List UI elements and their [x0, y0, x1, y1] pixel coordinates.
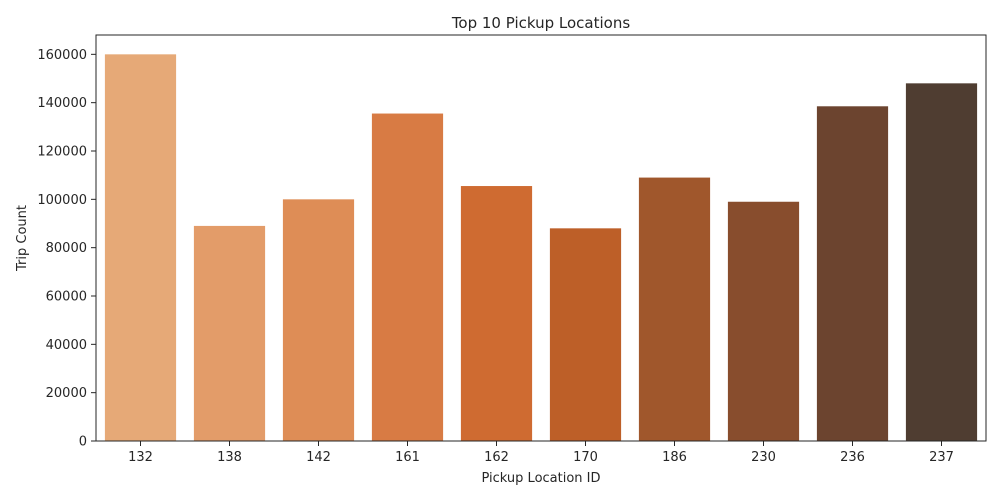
y-tick-label: 20000 — [46, 386, 87, 401]
y-tick-label: 140000 — [37, 96, 87, 111]
x-tick-label: 162 — [484, 450, 509, 465]
x-tick-label: 186 — [662, 450, 687, 465]
bar-162 — [460, 186, 533, 441]
x-tick-label: 142 — [306, 450, 331, 465]
x-tick-label: 132 — [128, 450, 153, 465]
bar-237 — [905, 83, 978, 441]
bar-138 — [193, 225, 266, 441]
y-tick-label: 120000 — [37, 145, 87, 160]
bar-142 — [282, 199, 355, 441]
plot-frame — [95, 34, 987, 442]
bar-230 — [727, 201, 800, 441]
y-axis: 0 20000 40000 60000 80000 100000 120000 140000 1… — [37, 48, 96, 450]
y-axis-label: Trip Count — [15, 205, 30, 272]
y-tick-label: 40000 — [46, 338, 87, 353]
x-tick-label: 161 — [395, 450, 420, 465]
y-tick-label: 80000 — [46, 241, 87, 256]
x-tick-label: 236 — [840, 450, 865, 465]
x-tick-label: 138 — [217, 450, 242, 465]
x-tick-label: 237 — [929, 450, 954, 465]
y-tick-label: 100000 — [37, 193, 87, 208]
y-tick-label: 0 — [79, 435, 87, 450]
bar-132 — [104, 54, 177, 441]
bar-236 — [816, 106, 889, 442]
bar-170 — [549, 228, 622, 441]
x-axis-label: Pickup Location ID — [481, 471, 600, 486]
bar-186 — [638, 177, 711, 442]
x-tick-label: 230 — [751, 450, 776, 465]
bars-group — [104, 54, 978, 442]
x-axis: 132 138 142 161 162 170 186 230 236 237 — [128, 441, 954, 465]
y-tick-label: 160000 — [37, 48, 87, 63]
y-tick-label: 60000 — [46, 290, 87, 305]
chart-title: Top 10 Pickup Locations — [451, 14, 631, 32]
bar-161 — [371, 113, 444, 442]
x-tick-label: 170 — [573, 450, 598, 465]
